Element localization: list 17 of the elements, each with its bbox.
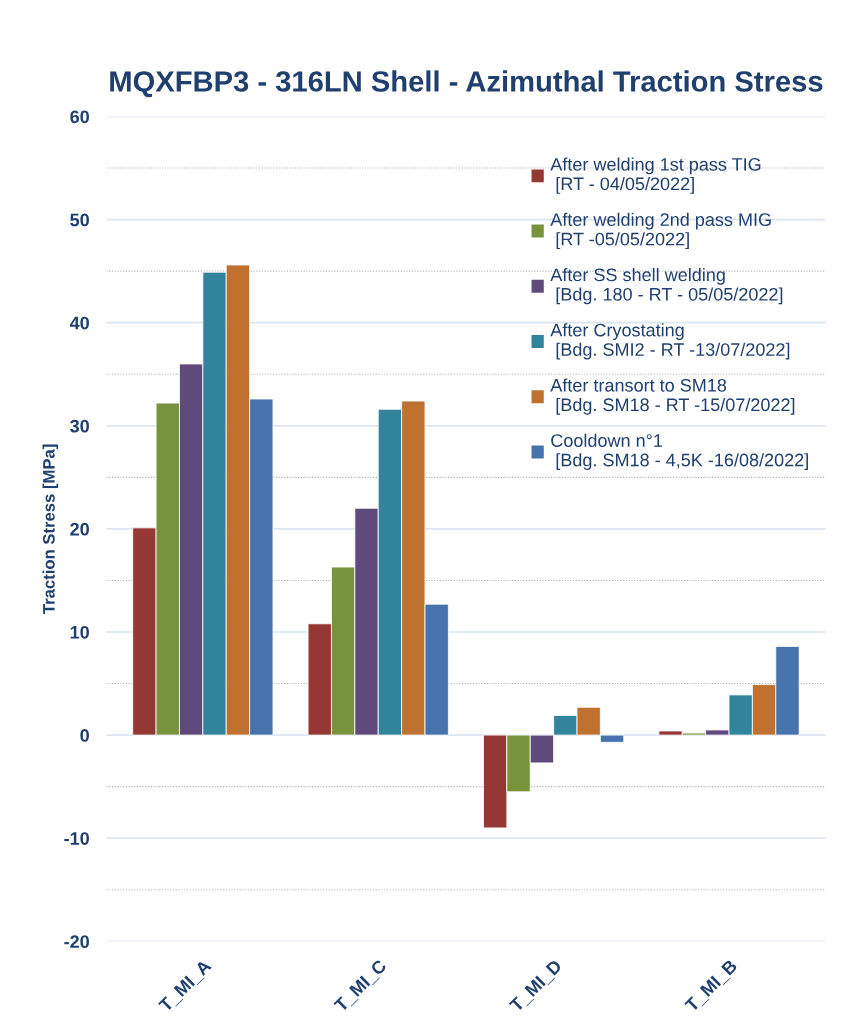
legend-label: After welding 1st pass TIG [RT - 04/05/2022] xyxy=(550,157,761,194)
legend-label: After welding 2nd pass MIG [RT -05/05/2022] xyxy=(550,212,771,250)
y-tick-label: 50 xyxy=(70,213,89,227)
y-tick-label: -20 xyxy=(64,935,89,949)
y-tick-label: 0 xyxy=(80,729,89,742)
legend-label: After SS shell welding [Bdg. 180 - RT - 05/05/2022] xyxy=(550,267,783,305)
y-tick-label: 60 xyxy=(70,110,89,124)
chart-title: MQXFBP3 - 316LN Shell - Azimuthal Traction Stress xyxy=(110,70,823,98)
y-tick-label: -10 xyxy=(64,832,89,845)
y-tick-label: 40 xyxy=(69,316,89,330)
legend-label: After Cryostating [Bdg. SMI2 - RT -13/07/2022] xyxy=(550,323,790,360)
y-tick-label: 20 xyxy=(70,522,89,536)
y-tick-label: 30 xyxy=(70,419,89,433)
legend-label: After transort to SM18 [Bdg. SM18 - RT -15/07/2022] xyxy=(550,378,795,415)
y-tick-label: 10 xyxy=(70,625,89,639)
legend-label: Cooldown n°1 [Bdg. SM18 - 4,5K -16/08/2022] xyxy=(551,433,808,470)
y-axis-title: Traction Stress [MPa] xyxy=(42,444,59,614)
